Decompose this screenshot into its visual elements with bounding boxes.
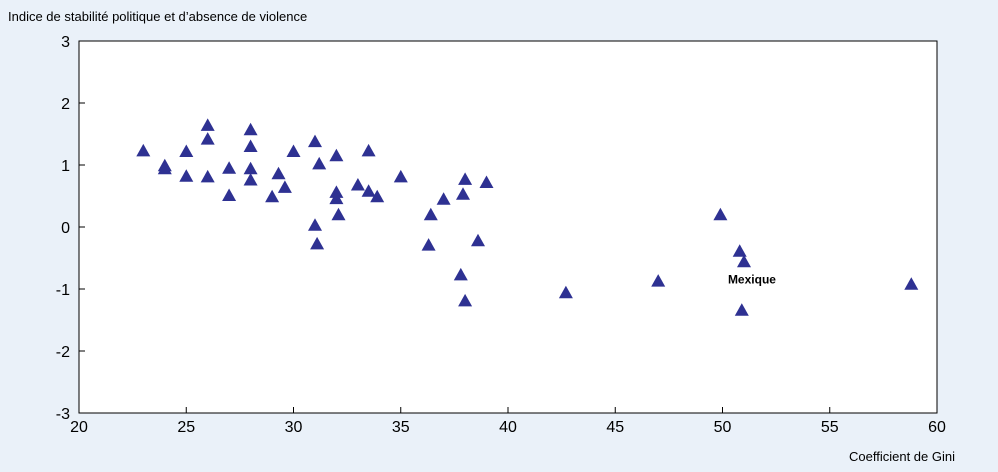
plot-area: [78, 40, 938, 414]
data-point: [200, 132, 215, 145]
x-axis-label: Coefficient de Gini: [849, 449, 955, 464]
data-point: [361, 143, 376, 157]
y-tick-label: -2: [56, 344, 70, 361]
data-point: [423, 207, 438, 221]
x-tick-label: 50: [714, 419, 732, 436]
data-point: [453, 267, 468, 281]
data-point: [222, 188, 237, 201]
data-point: [243, 161, 258, 175]
data-point: [243, 173, 258, 186]
data-point: [157, 161, 172, 175]
data-point: [271, 166, 286, 180]
x-axis-ticks: 20 25 30 35 40 45 50 55 60: [70, 407, 946, 436]
x-tick-label: 45: [606, 419, 624, 436]
data-point: [243, 122, 258, 136]
chart-title: Indice de stabilité politique et d’absen…: [8, 9, 307, 24]
data-point: [421, 238, 436, 251]
y-tick-label: -1: [56, 282, 70, 299]
y-tick-label: 2: [61, 96, 70, 113]
data-point: [200, 118, 215, 131]
data-point: [265, 189, 280, 203]
data-point: [436, 192, 451, 205]
data-point: [393, 169, 408, 183]
data-point: [243, 139, 258, 152]
data-point: [458, 172, 473, 185]
data-point: [479, 175, 494, 188]
data-point: [651, 274, 666, 287]
data-point: [350, 178, 365, 191]
data-point: [308, 134, 322, 148]
data-point: [200, 169, 215, 183]
data-point: [904, 277, 919, 290]
x-tick-label: 20: [70, 419, 88, 436]
data-point: [361, 184, 376, 197]
data-point: [312, 156, 327, 170]
data-point: [179, 169, 194, 182]
x-tick-label: 55: [821, 419, 839, 436]
x-tick-label: 40: [499, 419, 517, 436]
data-point: [286, 144, 301, 157]
x-tick-label: 30: [285, 419, 303, 436]
data-point: [713, 207, 728, 221]
data-point: [370, 189, 385, 203]
y-tick-label: -3: [56, 406, 70, 423]
data-point: [458, 293, 473, 307]
y-tick-label: 1: [61, 158, 70, 175]
data-point: [329, 191, 344, 205]
data-point: [179, 144, 194, 157]
x-tick-label: 60: [928, 419, 946, 436]
data-point: [329, 148, 344, 162]
data-point: [456, 187, 470, 200]
y-axis-ticks: 3 2 1 0 -1 -2 -3: [56, 34, 85, 423]
data-point: [277, 180, 292, 193]
y-tick-label: 3: [61, 34, 70, 51]
data-point: [732, 244, 747, 257]
data-points: [136, 118, 919, 316]
y-tick-label: 0: [61, 220, 70, 237]
annotation-mexique: Mexique: [728, 273, 776, 287]
data-point: [734, 303, 749, 316]
data-point: [471, 233, 485, 247]
x-tick-label: 25: [177, 419, 195, 436]
data-point: [222, 161, 237, 174]
data-point: [331, 207, 346, 221]
data-point: [558, 285, 573, 299]
data-point: [136, 143, 151, 157]
data-point: [737, 254, 751, 268]
data-point: [310, 236, 325, 250]
data-point: [308, 218, 322, 231]
x-tick-label: 35: [392, 419, 410, 436]
